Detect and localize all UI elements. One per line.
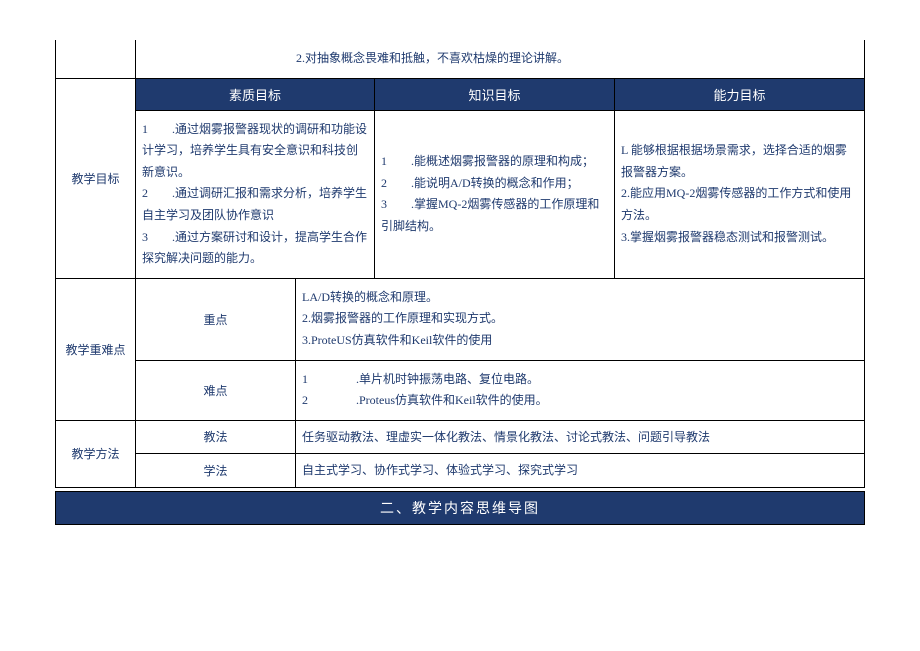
key-content: LA/D转换的概念和原理。 2.烟雾报警器的工作原理和实现方式。 3.Prote… bbox=[296, 278, 865, 360]
empty-cell bbox=[56, 40, 136, 78]
keypoints-row-2: 难点 1 .单片机时钟振荡电路、复位电路。 2 .Proteus仿真软件和Kei… bbox=[56, 360, 865, 420]
learn-label: 学法 bbox=[136, 454, 296, 487]
lesson-plan-table: 2.对抽象概念畏难和抵触，不喜欢枯燥的理论讲解。 教学目标 素质目标 知识目标 … bbox=[55, 40, 865, 488]
key-label: 重点 bbox=[136, 278, 296, 360]
teach-content: 任务驱动教法、理虚实一体化教法、情景化教法、讨论式教法、问题引导教法 bbox=[296, 420, 865, 453]
goals-content-row: 1 .通过烟雾报警器现状的调研和功能设计学习，培养学生具有安全意识和科技创新意识… bbox=[56, 110, 865, 278]
section-header: 二、教学内容思维导图 bbox=[55, 491, 865, 525]
keypoints-row-label: 教学重难点 bbox=[56, 278, 136, 420]
methods-row-2: 学法 自主式学习、协作式学习、体验式学习、探究式学习 bbox=[56, 454, 865, 487]
goals-header-row: 教学目标 素质目标 知识目标 能力目标 bbox=[56, 78, 865, 110]
goals-ability-cell: L 能够根据根据场景需求，选择合适的烟雾报警器方案。 2.能应用MQ-2烟雾传感… bbox=[615, 110, 865, 278]
learn-content: 自主式学习、协作式学习、体验式学习、探究式学习 bbox=[296, 454, 865, 487]
goals-quality-cell: 1 .通过烟雾报警器现状的调研和功能设计学习，培养学生具有安全意识和科技创新意识… bbox=[136, 110, 375, 278]
keypoints-row-1: 教学重难点 重点 LA/D转换的概念和原理。 2.烟雾报警器的工作原理和实现方式… bbox=[56, 278, 865, 360]
top-partial-row: 2.对抽象概念畏难和抵触，不喜欢枯燥的理论讲解。 bbox=[56, 40, 865, 78]
diff-label: 难点 bbox=[136, 360, 296, 420]
methods-row-label: 教学方法 bbox=[56, 420, 136, 487]
methods-row-1: 教学方法 教法 任务驱动教法、理虚实一体化教法、情景化教法、讨论式教法、问题引导… bbox=[56, 420, 865, 453]
header-quality: 素质目标 bbox=[136, 78, 375, 110]
header-ability: 能力目标 bbox=[615, 78, 865, 110]
header-knowledge: 知识目标 bbox=[375, 78, 615, 110]
diff-content: 1 .单片机时钟振荡电路、复位电路。 2 .Proteus仿真软件和Keil软件… bbox=[296, 360, 865, 420]
teach-label: 教法 bbox=[136, 420, 296, 453]
top-note-cell: 2.对抽象概念畏难和抵触，不喜欢枯燥的理论讲解。 bbox=[136, 40, 865, 78]
goals-row-label: 教学目标 bbox=[56, 78, 136, 278]
goals-knowledge-cell: 1 .能概述烟雾报警器的原理和构成； 2 .能说明A/D转换的概念和作用； 3 … bbox=[375, 110, 615, 278]
